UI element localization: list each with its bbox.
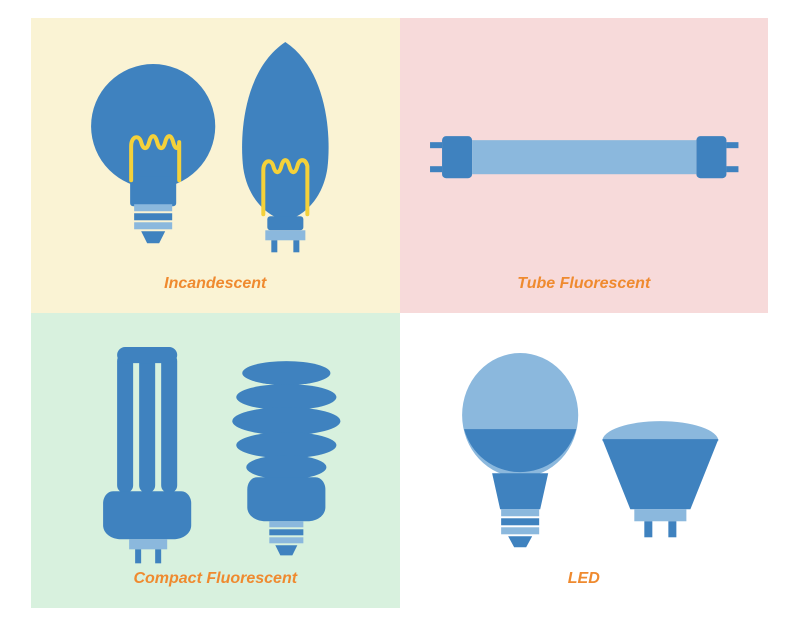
led-art (400, 313, 768, 608)
panel-tube-fluorescent: Tube Fluorescent (400, 18, 769, 313)
led-spot-icon (602, 421, 718, 537)
panel-led: LED (400, 313, 769, 608)
panel-caption: Incandescent (164, 275, 266, 293)
panel-grid: Incandescent Tube Fluorescent (31, 18, 768, 608)
panel-caption: Compact Fluorescent (133, 570, 297, 588)
tube-fluorescent-icon (430, 136, 738, 178)
cfl-spiral-icon (232, 361, 340, 555)
cfl-straight-icon (103, 347, 191, 563)
panel-caption: Tube Fluorescent (517, 275, 650, 293)
panel-incandescent: Incandescent (31, 18, 400, 313)
led-bulb-icon (462, 353, 578, 547)
incandescent-round-bulb-icon (91, 64, 215, 243)
incandescent-art (31, 18, 399, 313)
infographic-frame: Incandescent Tube Fluorescent (0, 0, 800, 643)
incandescent-candle-bulb-icon (242, 42, 329, 252)
tube-fluorescent-art (400, 18, 768, 313)
panel-caption: LED (568, 570, 600, 588)
panel-compact-fluorescent: Compact Fluorescent (31, 313, 400, 608)
compact-fluorescent-art (31, 313, 399, 608)
